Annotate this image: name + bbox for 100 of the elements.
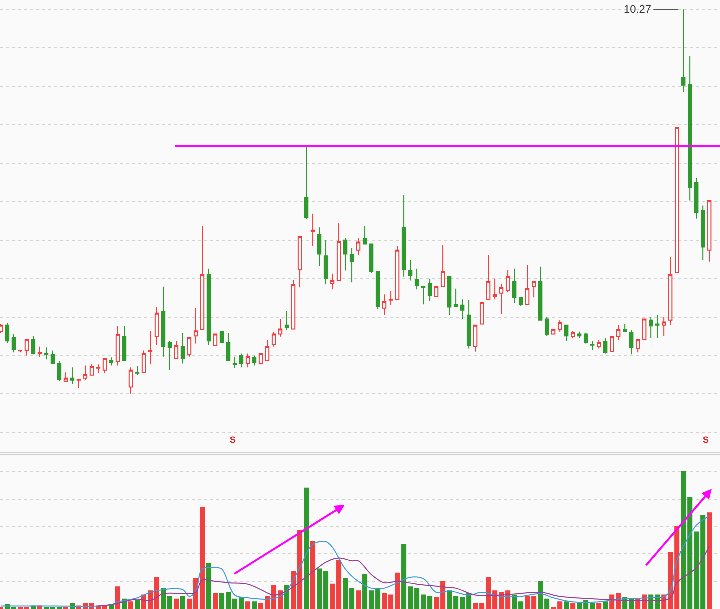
bar xyxy=(603,602,608,609)
bar xyxy=(252,602,258,609)
candlestick xyxy=(532,281,536,298)
text: S xyxy=(230,435,236,445)
candlestick xyxy=(220,331,224,344)
candlestick xyxy=(142,350,146,374)
candlestick xyxy=(135,366,140,376)
bar xyxy=(564,602,570,609)
candlestick xyxy=(187,338,192,358)
candlestick xyxy=(538,266,543,321)
candlestick xyxy=(708,200,712,262)
bar xyxy=(180,596,186,609)
candlestick xyxy=(18,349,23,354)
candlestick xyxy=(616,324,621,340)
candlestick xyxy=(128,367,134,395)
candlestick xyxy=(558,320,562,332)
candlestick xyxy=(161,286,166,358)
candlestick xyxy=(395,246,400,300)
candlestick xyxy=(564,324,569,342)
candlestick xyxy=(486,254,491,300)
candlestick xyxy=(668,256,673,326)
text: S xyxy=(703,435,710,445)
candlestick xyxy=(506,269,510,294)
candlestick xyxy=(518,297,524,308)
candlestick xyxy=(701,205,706,260)
candlestick xyxy=(50,350,56,364)
candlestick xyxy=(682,9,686,93)
candlestick xyxy=(499,283,504,315)
candlestick xyxy=(603,338,608,354)
candlestick xyxy=(622,324,628,332)
candlestick xyxy=(336,222,342,282)
candlestick xyxy=(421,286,426,306)
candlestick xyxy=(447,276,452,316)
candlestick xyxy=(460,299,465,320)
candlestick xyxy=(590,340,595,350)
candlestick xyxy=(168,340,172,371)
candlestick xyxy=(239,353,244,368)
candlestick xyxy=(473,324,478,352)
candlestick xyxy=(577,331,582,339)
bar xyxy=(213,593,218,609)
candlestick xyxy=(200,226,205,330)
candlestick xyxy=(24,339,30,356)
bar xyxy=(596,603,602,609)
candlestick xyxy=(362,226,368,245)
bar xyxy=(304,488,310,609)
candlestick xyxy=(492,278,498,300)
candlestick xyxy=(31,336,36,356)
candlestick xyxy=(5,322,10,344)
candlestick xyxy=(454,288,458,308)
candlestick xyxy=(596,339,602,350)
candlestick xyxy=(317,227,322,267)
bar xyxy=(310,541,316,609)
candlestick xyxy=(291,279,296,330)
candlestick xyxy=(584,332,588,344)
candlestick xyxy=(38,346,42,358)
candlestick xyxy=(76,379,82,389)
candlestick xyxy=(246,353,250,368)
candlestick xyxy=(57,361,62,382)
candlestick xyxy=(629,329,634,356)
candlestick xyxy=(356,238,361,256)
candlestick xyxy=(174,340,179,360)
candlestick xyxy=(662,316,666,337)
candlestick xyxy=(180,332,186,364)
candlestick xyxy=(298,236,302,288)
candlestick xyxy=(102,358,108,374)
candlestick xyxy=(440,244,446,288)
candlestick xyxy=(675,128,680,274)
bar xyxy=(134,600,140,609)
candlestick xyxy=(272,331,276,348)
bar xyxy=(570,603,576,609)
bar xyxy=(174,598,180,609)
candlestick xyxy=(688,56,692,202)
candlestick xyxy=(278,318,283,338)
candlestick xyxy=(480,302,484,325)
candlestick xyxy=(544,316,550,337)
candlestick xyxy=(610,336,614,352)
bar xyxy=(707,512,712,609)
candlestick xyxy=(64,372,68,382)
candlestick xyxy=(382,294,387,316)
candlestick xyxy=(466,300,472,350)
candlestick xyxy=(213,334,218,346)
candlestick xyxy=(12,334,16,354)
candlestick xyxy=(116,326,120,366)
candlestick xyxy=(434,286,439,298)
candlestick xyxy=(343,238,348,272)
candlestick xyxy=(70,367,75,385)
candlestick xyxy=(350,248,354,284)
candlestick xyxy=(284,311,290,330)
candlestick xyxy=(206,268,212,346)
candlestick xyxy=(252,355,257,366)
candlestick xyxy=(310,213,316,247)
candlestick xyxy=(694,178,699,220)
bar xyxy=(128,602,134,609)
candlestick xyxy=(649,316,654,339)
candlestick xyxy=(324,240,328,286)
candlestick xyxy=(265,339,270,362)
candlestick xyxy=(376,271,380,310)
bar xyxy=(246,602,251,609)
candlestick xyxy=(330,273,335,290)
candlestick xyxy=(525,264,530,306)
